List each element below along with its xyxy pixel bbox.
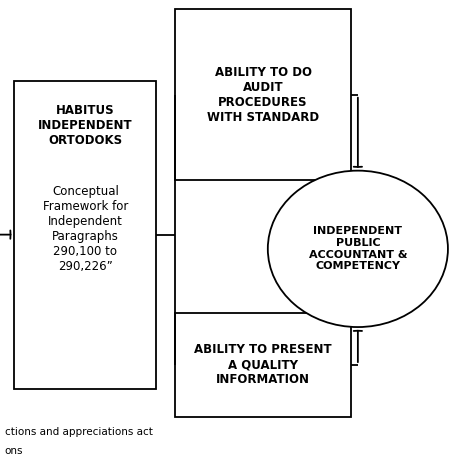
FancyBboxPatch shape	[175, 313, 351, 417]
Text: ctions and appreciations act: ctions and appreciations act	[5, 427, 153, 437]
Text: ABILITY TO DO
AUDIT
PROCEDURES
WITH STANDARD: ABILITY TO DO AUDIT PROCEDURES WITH STAN…	[207, 66, 319, 124]
Text: INDEPENDENT
PUBLIC
ACCOUNTANT &
COMPETENCY: INDEPENDENT PUBLIC ACCOUNTANT & COMPETEN…	[309, 227, 407, 271]
Text: Conceptual
Framework for
Independent
Paragraphs
290,100 to
290,226”: Conceptual Framework for Independent Par…	[43, 185, 128, 273]
Text: HABITUS
INDEPENDENT
ORTODOKS: HABITUS INDEPENDENT ORTODOKS	[38, 104, 133, 147]
FancyBboxPatch shape	[175, 9, 351, 180]
Text: ABILITY TO PRESENT
A QUALITY
INFORMATION: ABILITY TO PRESENT A QUALITY INFORMATION	[194, 344, 332, 386]
Ellipse shape	[268, 171, 448, 327]
FancyBboxPatch shape	[14, 81, 156, 389]
Text: ons: ons	[5, 446, 23, 456]
